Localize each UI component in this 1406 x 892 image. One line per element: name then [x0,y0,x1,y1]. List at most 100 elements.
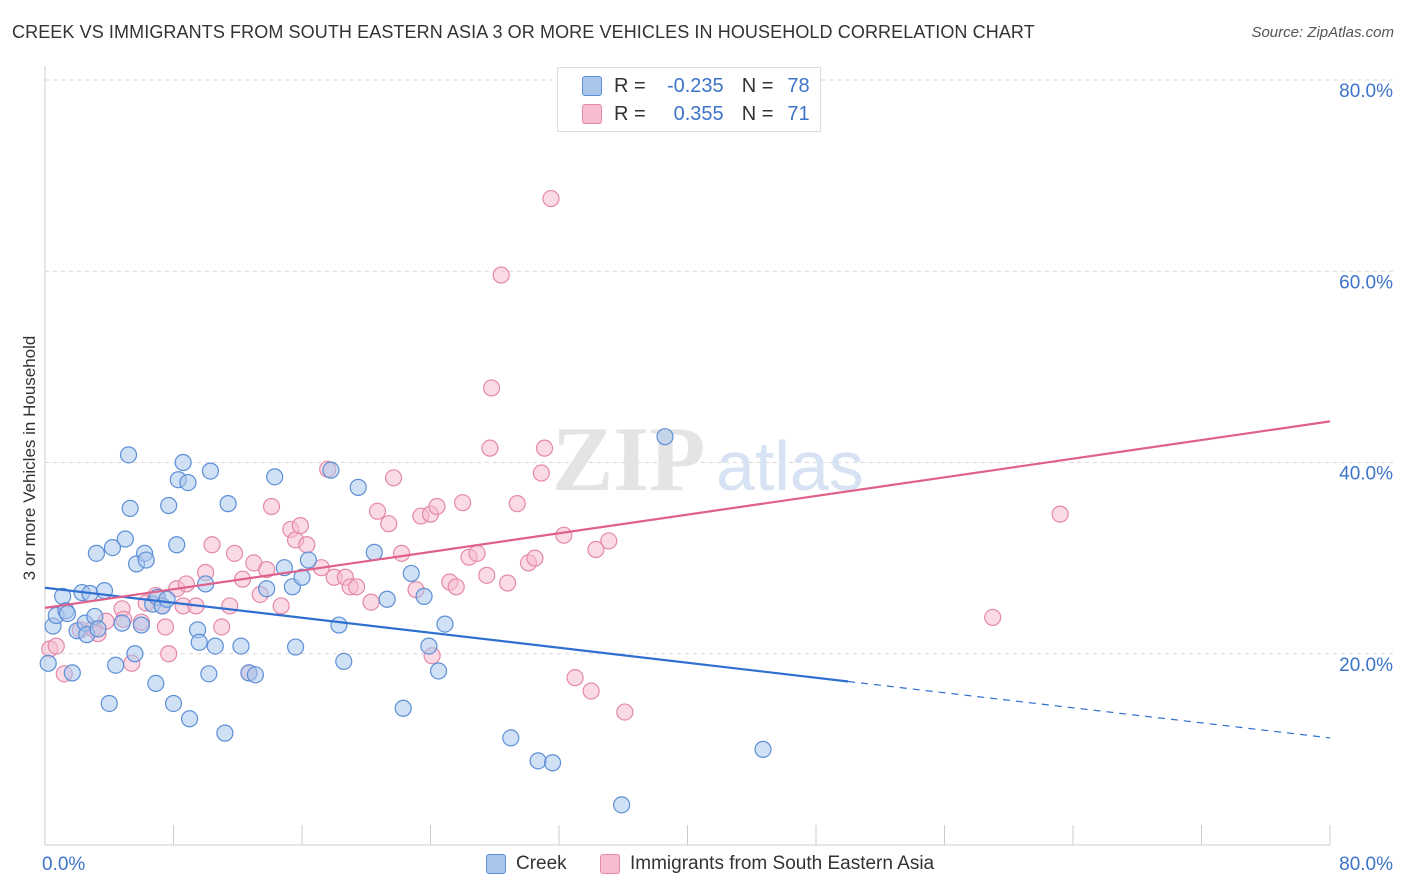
creek-point [100,694,118,713]
immigrants-point [447,578,465,596]
y-tick-labels: 20.0% 40.0% 60.0% 80.0% [1339,81,1393,676]
creek-point [58,604,77,623]
creek-point [126,645,144,663]
immigrants-point [384,469,403,487]
immigrants-point [482,379,501,397]
immigrants-point [156,618,175,636]
immigrants-point [1051,505,1069,523]
n-label: N = [741,74,774,97]
y-tick-label: 20.0% [1339,655,1393,676]
immigrants-point [225,544,244,562]
immigrants-point [213,618,231,636]
creek-trend-line [44,586,849,683]
creek-point [121,499,139,517]
immigrants-point [526,549,544,567]
creek-point [529,752,547,770]
creek-point [137,551,155,569]
r-label: R = [614,74,646,97]
creek-point [89,620,107,638]
immigrants-point [481,439,499,457]
legend-row-immigrants: R = 0.355 N = 71 [582,102,810,126]
creek-point [219,495,237,513]
creek-point [200,665,218,683]
creek-point [613,796,631,814]
creek-point [543,754,562,772]
creek-point [147,674,165,692]
creek-point [164,694,183,713]
creek-point [174,453,192,472]
creek-point [502,729,520,747]
immigrants-point [392,544,411,562]
series-legend: Creek Immigrants from South Eastern Asia [0,851,1406,877]
creek-point [415,587,433,605]
immigrants-point [362,593,380,611]
creek-point [107,656,125,674]
creek-point [206,637,224,655]
creek-point [436,615,454,633]
watermark-zip: ZIP [552,408,705,510]
creek-point [232,637,250,655]
creek-point [656,428,674,446]
creek-trend-extension [848,680,1331,739]
immigrants-point [258,560,276,579]
immigrants-point [492,266,510,284]
creek-point [286,638,305,656]
creek-point [216,724,234,742]
immigrants-point [368,502,387,520]
creek-point [113,614,131,632]
legend-item-creek[interactable]: Creek [486,853,567,875]
creek-point [322,461,340,479]
immigrants-point [298,536,316,554]
immigrants-legend-swatch [600,854,620,874]
y-tick-label: 80.0% [1339,81,1393,102]
creek-point [103,539,122,557]
creek-point [39,654,57,672]
immigrants-point [468,544,486,562]
immigrants-point [582,682,600,700]
immigrants-swatch [582,104,602,124]
creek-point [365,543,383,561]
chart-title: CREEK VS IMMIGRANTS FROM SOUTH EASTERN A… [12,22,1035,42]
x-tick-labels: 0.0% 80.0% [42,854,1393,875]
creek-point [116,530,134,548]
immigrants-point [47,637,65,655]
creek-point [87,544,106,562]
r-label: R = [614,102,646,125]
source-label: Source: ZipAtlas.com [1251,24,1394,41]
creek-point [201,462,220,480]
creek-point [420,637,438,655]
creek-point [293,568,311,586]
creek-legend-swatch [486,854,506,874]
immigrants-point [508,495,526,513]
creek-point [246,666,265,684]
immigrants-point [177,575,195,593]
creek-point [168,536,186,554]
y-tick-label: 60.0% [1339,272,1393,293]
creek-point [378,590,396,608]
immigrants-point [291,517,309,535]
creek-r-value: -0.235 [666,74,724,97]
immigrants-point [542,189,560,208]
immigrants-r-value: 0.355 [673,102,724,125]
immigrants-point [380,515,398,533]
creek-legend-label: Creek [516,853,567,874]
axes [44,66,1331,846]
creek-point [429,662,448,680]
x-tick-label: 80.0% [1339,854,1393,875]
x-tick-label: 0.0% [42,854,85,875]
creek-point [266,468,284,486]
immigrants-point [221,597,239,615]
immigrants-point [348,578,366,596]
immigrants-point [566,669,584,687]
correlation-legend: R = -0.235 N = 78 R = 0.355 N = 71 [557,67,821,132]
immigrants-point [555,526,573,544]
immigrants-point [262,497,281,516]
legend-item-immigrants[interactable]: Immigrants from South Eastern Asia [600,853,934,875]
legend-row-creek: R = -0.235 N = 78 [582,74,810,98]
creek-point [299,551,318,569]
creek-point [754,740,772,758]
creek-point [119,446,138,464]
creek-point [132,616,150,634]
immigrants-point [535,439,554,457]
